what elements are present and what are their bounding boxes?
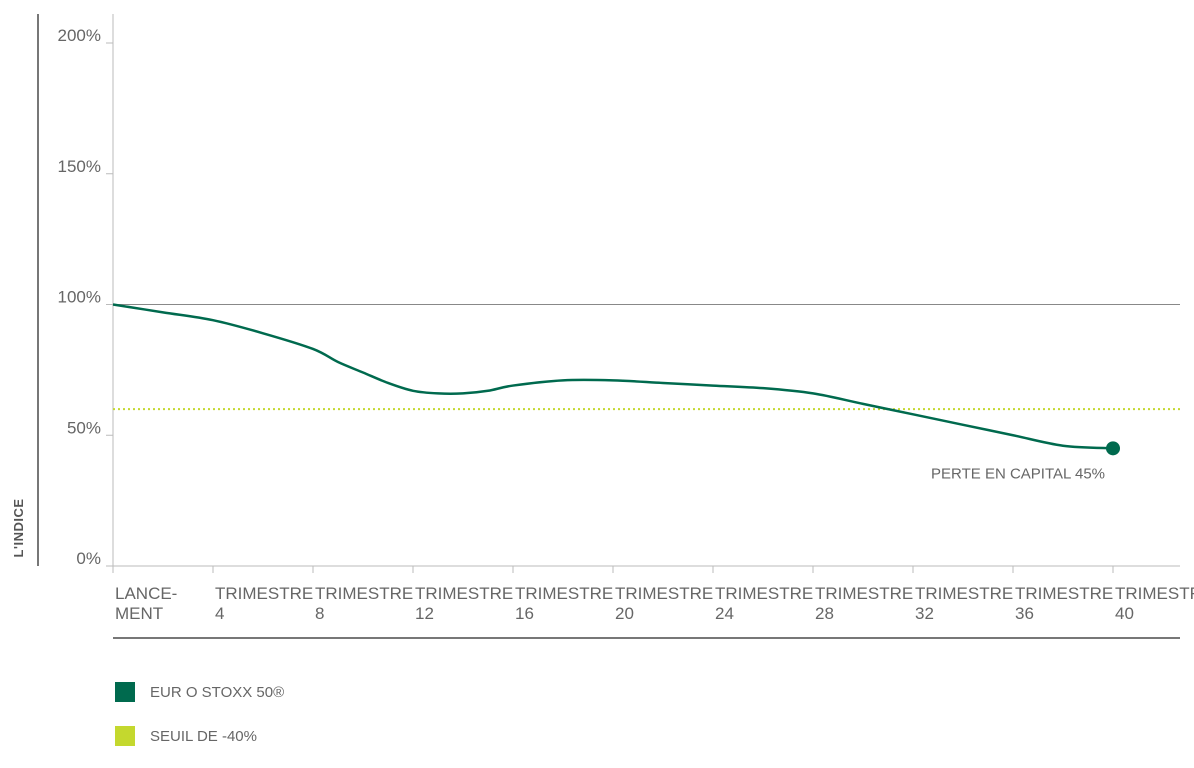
x-tick-label: TRIMESTRE 20 <box>615 584 713 623</box>
x-tick-label: LANCE-MENT <box>115 584 177 623</box>
x-tick-label: TRIMESTRE 32 <box>915 584 1013 623</box>
y-tick-label: 0% <box>76 549 101 568</box>
y-tick-label: 150% <box>58 157 101 176</box>
y-axis-title: L'INDICE <box>11 498 26 557</box>
x-tick-label: TRIMESTRE 28 <box>815 584 913 623</box>
loss-annotation: PERTE EN CAPITAL 45% <box>931 465 1105 482</box>
y-axis: 0% 50% 100% 150% 200% <box>37 14 114 568</box>
series-line-eurostoxx50 <box>112 303 1114 450</box>
legend-item-index: EUR O STOXX 50® <box>115 680 284 704</box>
legend-swatch-threshold <box>115 726 135 746</box>
y-tick-label: 100% <box>58 288 101 307</box>
legend-swatch-index <box>115 682 135 702</box>
legend-item-threshold: SEUIL DE -40% <box>115 724 284 748</box>
x-tick-label: TRIMESTRE 12 <box>415 584 513 623</box>
x-tick-label: TRIMESTRE 36 <box>1015 584 1113 623</box>
x-tick-label: TRIMESTRE 8 <box>315 584 413 623</box>
end-marker <box>1106 441 1120 456</box>
x-tick-label: TRIMESTRE40 <box>1115 584 1194 623</box>
x-tick-label: TRIMESTRE 4 <box>215 584 313 623</box>
legend: EUR O STOXX 50® SEUIL DE -40% <box>115 680 284 768</box>
x-tick-label: TRIMESTRE 24 <box>715 584 813 623</box>
legend-label-index: EUR O STOXX 50® <box>150 683 285 701</box>
x-tick-label: TRIMESTRE 16 <box>515 584 613 623</box>
legend-label-threshold: SEUIL DE -40% <box>150 727 257 745</box>
y-tick-label: 50% <box>67 418 101 437</box>
plot-area <box>112 303 1180 456</box>
y-tick-label: 200% <box>58 26 101 45</box>
